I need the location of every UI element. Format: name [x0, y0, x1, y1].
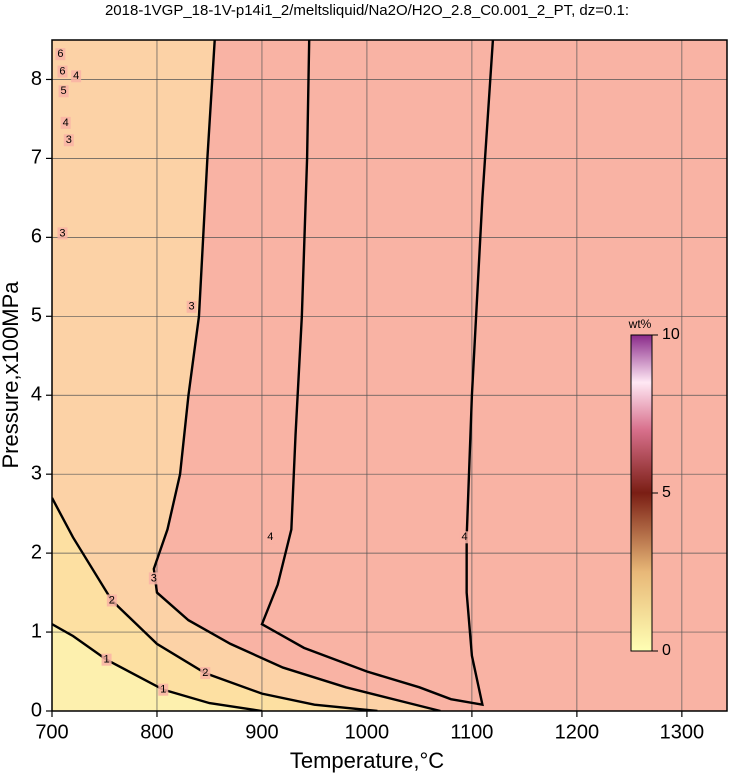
contour-label: 4	[63, 117, 69, 129]
contour-label-bg	[158, 683, 169, 696]
x-tick-label: 900	[245, 721, 278, 743]
y-tick-label: 3	[31, 462, 42, 484]
contour-label-bg	[57, 227, 68, 240]
contour-label: 2	[109, 594, 115, 606]
contour-label-bg	[186, 300, 197, 313]
colorbar	[630, 334, 653, 652]
contour-label: 4	[461, 531, 467, 543]
contour-label-bg	[101, 653, 112, 666]
contour-label: 1	[160, 684, 166, 696]
y-tick-label: 7	[31, 147, 42, 169]
y-tick-label: 2	[31, 541, 42, 563]
contour-line	[52, 497, 378, 711]
y-tick-label: 5	[31, 305, 42, 327]
contour-label: 3	[66, 134, 72, 146]
y-tick-label: 1	[31, 620, 42, 642]
y-tick-label: 8	[31, 68, 42, 90]
colorbar-tick-label: 0	[662, 642, 671, 659]
contour-label-bg	[459, 531, 470, 544]
y-tick-label: 0	[31, 699, 42, 721]
x-tick-label: 700	[35, 721, 68, 743]
contour-fill	[52, 624, 262, 711]
contour-label: 4	[267, 531, 273, 543]
contour-label-bg	[106, 594, 117, 607]
contour-label: 1	[104, 654, 110, 666]
chart-title: 2018-1VGP_18-1V-p14i1_2/meltsliquid/Na2O…	[105, 2, 629, 19]
contour-label-bg	[60, 116, 71, 129]
y-tick-label: 4	[31, 384, 42, 406]
contour-label: 2	[202, 667, 208, 679]
contour-label-bg	[148, 572, 159, 585]
y-tick-label: 6	[31, 226, 42, 248]
contour-label-bg	[71, 70, 82, 83]
x-tick-label: 1000	[345, 721, 390, 743]
contour-label: 3	[59, 227, 65, 239]
contour-label-bg	[58, 85, 69, 98]
contour-label-bg	[57, 65, 68, 78]
contour-label: 4	[73, 70, 79, 82]
contour-line	[260, 40, 495, 707]
contour-label: 6	[59, 65, 65, 77]
x-axis-label: Temperature,°C	[290, 748, 444, 773]
contour-fill	[52, 40, 441, 711]
x-tick-label: 1100	[450, 721, 493, 743]
x-tick-label: 1200	[555, 721, 600, 743]
colorbar-label: wt%	[628, 317, 652, 331]
colorbar-tick-label: 5	[662, 484, 671, 501]
y-axis-label: Pressure,x100MPa	[0, 281, 23, 469]
contour-label: 3	[151, 572, 157, 584]
x-tick-label: 800	[140, 721, 173, 743]
contour-fill	[52, 497, 378, 711]
contour-label: 3	[189, 301, 195, 313]
contour-label: 5	[60, 85, 66, 97]
colorbar-tick-label: 10	[662, 326, 680, 343]
contour-line	[52, 623, 263, 711]
x-tick-label: 1300	[660, 721, 705, 743]
contour-label: 6	[57, 48, 63, 60]
contour-label-bg	[200, 667, 211, 680]
contour-label-bg	[63, 134, 74, 147]
plot-frame	[51, 39, 728, 712]
contour-label-bg	[55, 48, 66, 61]
contour-label-bg	[265, 531, 276, 544]
